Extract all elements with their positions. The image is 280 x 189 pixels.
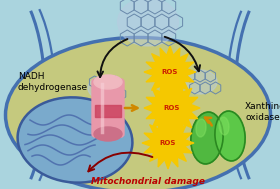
- Ellipse shape: [118, 0, 178, 46]
- Ellipse shape: [88, 76, 122, 100]
- FancyBboxPatch shape: [92, 79, 124, 137]
- Bar: [95, 105, 121, 117]
- Polygon shape: [144, 46, 196, 98]
- Text: ROS: ROS: [162, 69, 178, 75]
- Text: Mitochondrial damage: Mitochondrial damage: [91, 177, 205, 187]
- Text: Xanthine
oxidase: Xanthine oxidase: [245, 102, 280, 122]
- Text: NADH
dehydrogenase: NADH dehydrogenase: [18, 72, 88, 92]
- Ellipse shape: [215, 111, 245, 161]
- Ellipse shape: [191, 112, 223, 164]
- Ellipse shape: [219, 117, 229, 135]
- Text: ROS: ROS: [160, 140, 176, 146]
- Polygon shape: [142, 117, 194, 169]
- Ellipse shape: [94, 75, 122, 89]
- Ellipse shape: [196, 119, 206, 137]
- Text: ROS: ROS: [164, 105, 180, 111]
- Ellipse shape: [183, 70, 217, 94]
- Polygon shape: [144, 80, 200, 136]
- Ellipse shape: [18, 97, 132, 183]
- Ellipse shape: [94, 127, 122, 141]
- Ellipse shape: [6, 37, 270, 189]
